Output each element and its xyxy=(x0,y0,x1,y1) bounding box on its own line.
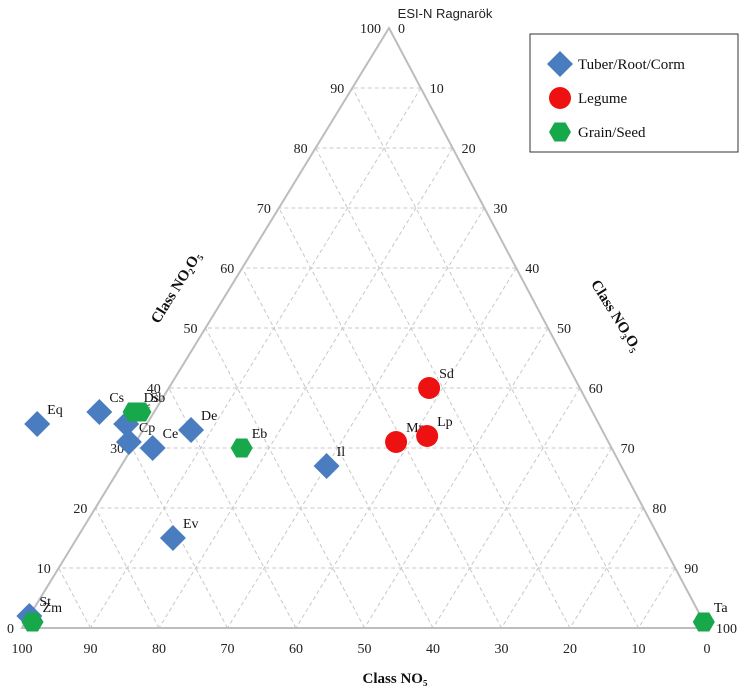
grid-lines xyxy=(58,87,676,629)
data-point xyxy=(129,402,152,422)
bottom-tick-label: 0 xyxy=(704,642,711,657)
data-point xyxy=(385,431,408,453)
right-tick-label: 90 xyxy=(684,562,698,577)
bottom-tick-label: 50 xyxy=(358,642,372,657)
data-point xyxy=(692,612,715,632)
bottom-tick-label: 90 xyxy=(84,642,98,657)
grid-line xyxy=(58,567,91,629)
right-tick-label: 10 xyxy=(430,82,444,97)
bottom-tick-label: 30 xyxy=(495,642,509,657)
data-point xyxy=(230,438,253,458)
point-label: Zm xyxy=(43,601,63,616)
point-label: De xyxy=(201,409,217,424)
bottom-axis-title: Class NO₅ xyxy=(363,671,428,687)
legend-marker xyxy=(549,87,571,109)
legend-label: Legume xyxy=(578,91,627,107)
chart-title: ESI-N Ragnarök xyxy=(398,6,493,21)
right-tick-label: 50 xyxy=(557,322,571,337)
data-point xyxy=(159,525,186,551)
data-point xyxy=(115,429,142,455)
bottom-tick-label: 80 xyxy=(152,642,166,657)
data-point xyxy=(418,377,441,399)
grid-line xyxy=(638,567,676,629)
left-tick-label: 100 xyxy=(360,22,381,37)
point-label: Ta xyxy=(714,601,729,616)
data-point xyxy=(139,435,166,461)
left-tick-label: 10 xyxy=(37,562,51,577)
grid-line xyxy=(351,87,639,629)
data-point xyxy=(313,453,340,479)
grid-line xyxy=(94,507,160,629)
right-tick-label: 100 xyxy=(716,622,737,637)
legend: Tuber/Root/Corm Legume Grain/Seed xyxy=(529,33,739,153)
data-point xyxy=(21,612,44,632)
right-tick-label: 40 xyxy=(525,262,539,277)
data-point xyxy=(178,417,205,443)
right-tick-label: 0 xyxy=(398,22,405,37)
bottom-tick-label: 60 xyxy=(289,642,303,657)
legend-label: Grain/Seed xyxy=(578,125,646,141)
point-label: Lp xyxy=(437,415,453,430)
left-tick-label: 50 xyxy=(184,322,198,337)
left-tick-label: 40 xyxy=(147,382,161,397)
point-label: Sb xyxy=(150,391,165,406)
legend-items: Tuber/Root/Corm Legume Grain/Seed xyxy=(547,51,685,142)
grid-line xyxy=(90,87,422,629)
point-label: Eq xyxy=(47,403,63,418)
right-tick-label: 80 xyxy=(652,502,666,517)
data-points: EqCsCfCeCpDeIlEvStSdMpLpDsSbEbZmTa xyxy=(16,367,728,632)
point-label: Ce xyxy=(163,427,179,442)
point-label: St xyxy=(39,595,51,610)
legend-marker xyxy=(549,122,571,142)
legend-label: Tuber/Root/Corm xyxy=(578,57,685,73)
data-point xyxy=(24,411,51,437)
point-label: Cs xyxy=(109,391,124,406)
grid-line xyxy=(501,447,613,629)
left-tick-label: 90 xyxy=(330,82,344,97)
bottom-tick-label: 40 xyxy=(426,642,440,657)
point-label: Il xyxy=(337,445,346,460)
bottom-tick-label: 20 xyxy=(563,642,577,657)
point-label: Cp xyxy=(139,421,155,436)
right-tick-label: 30 xyxy=(493,202,507,217)
grid-line xyxy=(227,207,485,629)
triangle-frame xyxy=(20,25,709,629)
point-label: Eb xyxy=(252,427,268,442)
left-tick-label: 70 xyxy=(257,202,271,217)
data-point xyxy=(416,425,439,447)
point-label: Ev xyxy=(183,517,199,532)
right-tick-label: 20 xyxy=(462,142,476,157)
left-tick-label: 20 xyxy=(73,502,87,517)
legend-marker xyxy=(547,51,573,77)
left-tick-label: 80 xyxy=(294,142,308,157)
bottom-tick-label: 100 xyxy=(12,642,33,657)
right-axis-title: Class NO₃O₅ xyxy=(587,277,644,355)
data-point xyxy=(86,399,113,425)
grid-line xyxy=(295,267,517,629)
point-label: Sd xyxy=(439,367,454,382)
grid-line xyxy=(569,507,644,629)
left-tick-label: 60 xyxy=(220,262,234,277)
grid-line xyxy=(205,327,365,629)
point-label: Ds xyxy=(144,391,160,406)
grid-line xyxy=(364,327,549,629)
left-axis-title: Class NO₂O₅ xyxy=(148,249,205,327)
bottom-tick-label: 10 xyxy=(632,642,646,657)
bottom-tick-label: 70 xyxy=(221,642,235,657)
left-tick-label: 0 xyxy=(7,622,14,637)
grid-line xyxy=(432,387,581,629)
right-tick-label: 70 xyxy=(621,442,635,457)
grid-line xyxy=(278,207,502,629)
right-tick-label: 60 xyxy=(589,382,603,397)
